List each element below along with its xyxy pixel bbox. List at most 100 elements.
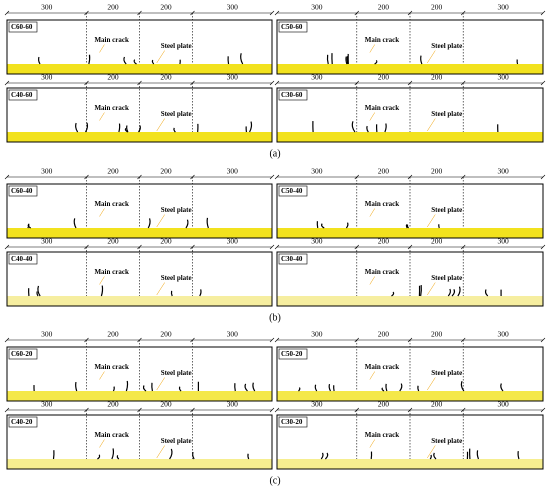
beam	[6, 346, 273, 402]
steel-plate	[7, 391, 272, 401]
dimension-tick	[540, 407, 546, 413]
steel-plate-label: Steel plate	[161, 369, 192, 377]
main-crack-pointer	[369, 276, 375, 285]
crack	[324, 452, 329, 460]
steel-plate-pointer	[427, 445, 436, 459]
steel-plate-pointer	[427, 214, 436, 228]
dimension-label: 200	[431, 73, 443, 82]
dimension-label: 300	[41, 73, 53, 82]
dimension-label: 200	[431, 3, 443, 12]
main-crack-pointer	[369, 371, 375, 380]
dimension-label: 300	[497, 73, 509, 82]
dimension-label: 200	[431, 237, 443, 246]
specimen-label-box	[278, 21, 308, 33]
crack	[517, 451, 520, 460]
crack	[420, 55, 423, 65]
dimension-label: 300	[497, 3, 509, 12]
dimension-label: 200	[107, 3, 119, 12]
steel-plate	[7, 459, 272, 469]
dimension-tick	[540, 80, 546, 86]
crack	[244, 383, 248, 392]
crack	[36, 291, 39, 297]
dimension-tick	[274, 244, 280, 250]
main-crack-pointer	[99, 276, 105, 285]
steel-plate-label: Steel plate	[161, 437, 192, 445]
specimen-label-box	[278, 253, 308, 265]
dimension-tick	[4, 244, 10, 250]
crack	[447, 288, 451, 297]
dimension-tick	[4, 407, 10, 413]
crack	[438, 224, 440, 229]
steel-plate	[277, 391, 543, 401]
steel-plate-pointer	[427, 50, 436, 64]
steel-plate-pointer	[156, 50, 165, 64]
steel-plate	[277, 228, 543, 238]
crack	[199, 289, 202, 297]
specimen-label-box	[8, 348, 38, 360]
main-crack-pointer	[99, 208, 105, 217]
dimension-label: 300	[227, 237, 239, 246]
steel-plate-label: Steel plate	[431, 274, 462, 282]
main-crack-pointer	[369, 112, 375, 121]
dimension-label: 200	[378, 167, 390, 176]
crack	[88, 54, 91, 65]
dimension-label: 200	[160, 330, 172, 339]
crack	[385, 383, 388, 392]
crack	[366, 125, 369, 133]
dimension-tick	[274, 174, 280, 180]
dimension-label: 300	[41, 400, 53, 409]
crack	[234, 383, 236, 392]
specimen-label-box	[8, 185, 38, 197]
crack	[451, 289, 456, 297]
dimension-label: 300	[497, 330, 509, 339]
crack	[429, 454, 432, 460]
beam	[276, 87, 544, 143]
crack	[75, 381, 78, 392]
crack	[345, 56, 348, 65]
beam	[276, 346, 544, 402]
dimension-label: 200	[107, 400, 119, 409]
crack	[142, 385, 147, 392]
crack	[320, 223, 325, 229]
steel-plate-pointer	[156, 118, 165, 132]
crack	[320, 452, 324, 460]
steel-plate	[7, 132, 272, 142]
dimension-label: 300	[311, 400, 323, 409]
crack	[345, 222, 349, 229]
beam	[276, 414, 544, 470]
specimen-label: C30-20	[281, 418, 303, 426]
beam	[6, 251, 273, 307]
dimension-label: 300	[311, 330, 323, 339]
main-crack-label: Main crack	[94, 268, 129, 276]
main-crack-label: Main crack	[94, 363, 129, 371]
crack	[125, 380, 129, 392]
crack	[138, 125, 141, 133]
dimension-label: 300	[41, 237, 53, 246]
dimension-tick	[269, 174, 275, 180]
dimension-tick	[269, 407, 275, 413]
crack	[433, 452, 437, 460]
specimen-label-box	[278, 348, 308, 360]
main-crack-pointer	[99, 371, 105, 380]
steel-plate	[277, 132, 543, 142]
crack	[240, 53, 244, 65]
steel-plate	[7, 228, 272, 238]
beam	[276, 19, 544, 75]
crack	[247, 453, 250, 460]
dimension-label: 200	[378, 237, 390, 246]
specimen-label: C60-20	[11, 350, 33, 358]
crack	[133, 59, 137, 65]
dimension-label: 300	[311, 3, 323, 12]
crack	[123, 56, 127, 65]
crack	[37, 285, 41, 297]
dimension-label: 300	[227, 3, 239, 12]
crack	[374, 59, 378, 65]
dimension-label: 300	[41, 3, 53, 12]
crack	[252, 382, 256, 392]
crack	[185, 219, 189, 229]
crack	[173, 127, 176, 133]
dimension-label: 300	[497, 167, 509, 176]
specimen-label: C60-40	[11, 187, 33, 195]
crack	[406, 224, 410, 229]
